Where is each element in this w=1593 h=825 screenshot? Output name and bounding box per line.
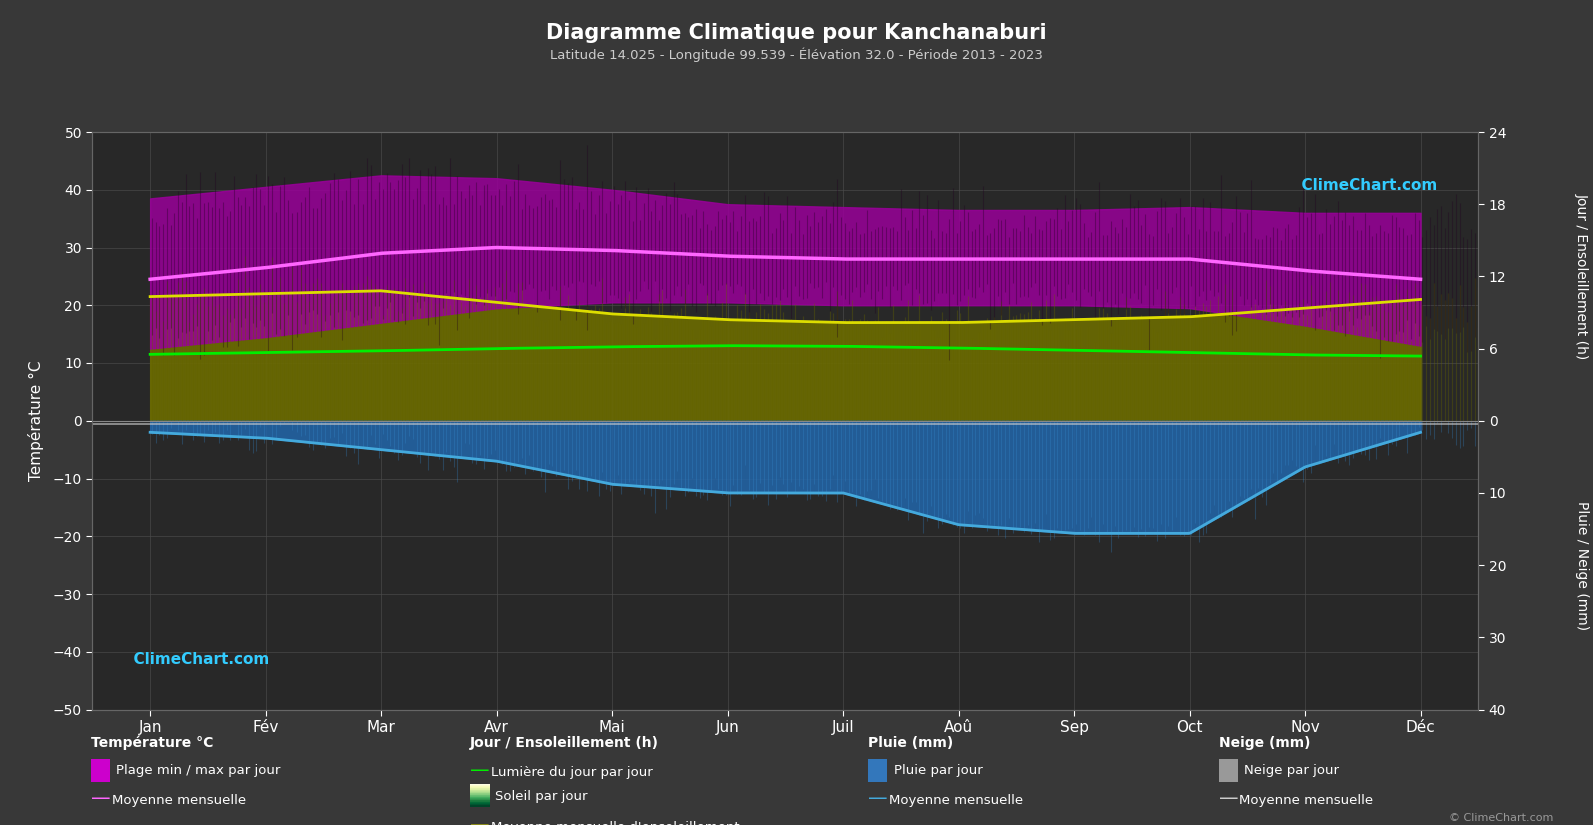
- Text: Pluie / Neige (mm): Pluie / Neige (mm): [1575, 501, 1588, 629]
- Text: Jour / Ensoleillement (h): Jour / Ensoleillement (h): [470, 736, 660, 750]
- Text: Diagramme Climatique pour Kanchanaburi: Diagramme Climatique pour Kanchanaburi: [546, 23, 1047, 43]
- Text: —: —: [470, 816, 489, 825]
- Text: —: —: [868, 789, 887, 808]
- Text: Neige par jour: Neige par jour: [1244, 764, 1340, 777]
- Text: ClimeChart.com: ClimeChart.com: [1292, 178, 1437, 193]
- Text: Plage min / max par jour: Plage min / max par jour: [116, 764, 280, 777]
- Text: Latitude 14.025 - Longitude 99.539 - Élévation 32.0 - Période 2013 - 2023: Latitude 14.025 - Longitude 99.539 - Élé…: [550, 48, 1043, 63]
- Text: Moyenne mensuelle: Moyenne mensuelle: [1239, 794, 1373, 807]
- Text: —: —: [1219, 789, 1238, 808]
- Text: ClimeChart.com: ClimeChart.com: [123, 652, 269, 667]
- Text: Jour / Ensoleillement (h): Jour / Ensoleillement (h): [1575, 193, 1588, 360]
- Text: Soleil par jour: Soleil par jour: [495, 790, 588, 804]
- Text: Lumière du jour par jour: Lumière du jour par jour: [491, 766, 653, 780]
- Y-axis label: Température °C: Température °C: [29, 361, 45, 481]
- Text: Moyenne mensuelle d'ensoleillement: Moyenne mensuelle d'ensoleillement: [491, 821, 739, 825]
- Text: —: —: [91, 789, 110, 808]
- Text: Température °C: Température °C: [91, 735, 213, 750]
- Text: Moyenne mensuelle: Moyenne mensuelle: [889, 794, 1023, 807]
- Text: Pluie par jour: Pluie par jour: [894, 764, 983, 777]
- Text: —: —: [470, 761, 489, 780]
- Text: Moyenne mensuelle: Moyenne mensuelle: [112, 794, 245, 807]
- Text: Pluie (mm): Pluie (mm): [868, 736, 954, 750]
- Text: © ClimeChart.com: © ClimeChart.com: [1448, 813, 1553, 823]
- Text: Neige (mm): Neige (mm): [1219, 736, 1309, 750]
